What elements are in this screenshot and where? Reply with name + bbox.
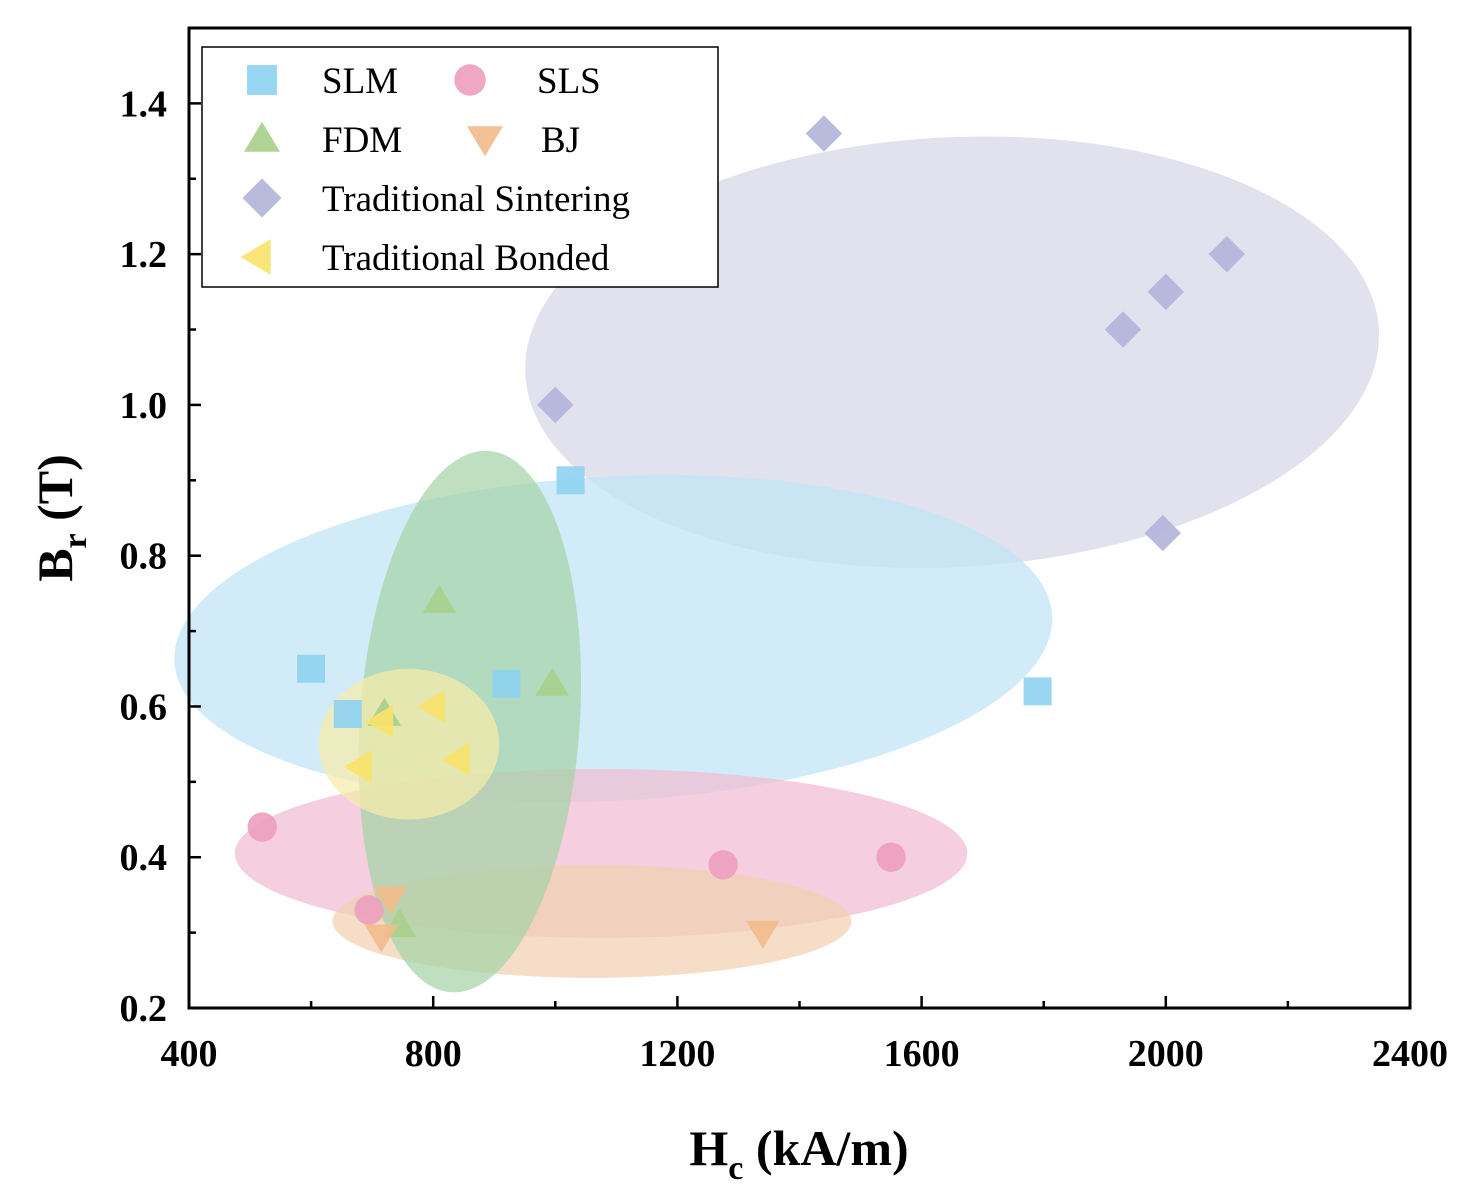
point-slm [556, 466, 585, 495]
x-axis-label: Hc (kA/m) [689, 1120, 908, 1187]
y-axis-label: Br (T) [27, 454, 94, 582]
legend: SLM SLS FDM BJ Traditional Sintering Traditio… [201, 46, 719, 288]
plot-frame [187, 26, 1412, 1010]
point-slm [1023, 677, 1052, 706]
legend-entries: SLM SLS FDM BJ Traditional Sintering Traditio… [240, 61, 630, 279]
region-traditional-bonded [318, 668, 500, 820]
point-bj [373, 886, 408, 915]
y-axis-label-sub: r [57, 533, 94, 548]
point-sls [876, 842, 906, 872]
point-traditional-bonded [441, 742, 470, 777]
point-traditional-sintering [1144, 514, 1181, 552]
legend-label-bj: BJ [541, 120, 580, 161]
legend-label-fdm: FDM [322, 120, 402, 161]
x-tick-label: 400 [161, 1033, 218, 1075]
point-fdm [422, 584, 457, 613]
y-axis-label-rest: (T) [27, 454, 83, 533]
legend-label-traditional-bonded: Traditional Bonded [322, 238, 610, 279]
y-tick-label: 0.8 [120, 536, 168, 578]
cluster-regions [174, 136, 1380, 993]
y-axis-ticks: 0.2 0.4 0.6 0.8 1.0 1.2 1.4 [120, 83, 201, 1030]
x-axis-label-rest: (kA/m) [743, 1120, 908, 1176]
x-tick-label: 2000 [1128, 1033, 1204, 1075]
x-tick-label: 2400 [1372, 1033, 1448, 1075]
point-traditional-sintering [1208, 235, 1246, 273]
data-points [247, 115, 1246, 953]
y-tick-label: 1.4 [120, 83, 168, 125]
y-tick-label: 1.2 [120, 234, 168, 276]
point-sls [354, 895, 384, 925]
x-tick-label: 1200 [639, 1033, 715, 1075]
point-sls [247, 812, 277, 842]
point-bj [364, 924, 399, 953]
point-traditional-sintering [1104, 311, 1142, 348]
point-traditional-sintering [537, 386, 574, 424]
x-tick-label: 800 [405, 1033, 462, 1075]
legend-marker-bj [467, 126, 503, 157]
point-traditional-bonded [417, 689, 446, 724]
legend-marker-sls [454, 64, 486, 96]
point-fdm [535, 667, 570, 696]
point-traditional-bonded [343, 749, 372, 784]
x-axis-ticks: 400 800 1200 1600 2000 2400 [161, 996, 1448, 1075]
region-traditional-sintering [525, 136, 1380, 568]
point-traditional-sintering [805, 115, 843, 152]
x-axis-label-sub: c [728, 1150, 743, 1187]
point-sls [708, 850, 738, 880]
y-tick-label: 0.6 [120, 686, 168, 728]
y-tick-label: 1.0 [120, 385, 168, 427]
y-tick-label: 0.4 [120, 837, 168, 879]
point-traditional-bonded [365, 704, 394, 739]
legend-marker-traditional-bonded [240, 239, 271, 275]
legend-label-sls: SLS [537, 61, 601, 102]
legend-marker-slm [247, 65, 277, 95]
legend-marker-traditional-sintering [242, 178, 282, 218]
y-axis-label-main: B [27, 548, 83, 581]
point-bj [746, 920, 780, 949]
legend-marker-fdm [244, 121, 280, 152]
x-tick-label: 1600 [884, 1033, 960, 1075]
legend-label-slm: SLM [322, 61, 398, 102]
point-slm [333, 700, 362, 728]
x-axis-label-main: H [689, 1120, 728, 1176]
point-traditional-sintering [1147, 273, 1184, 311]
legend-label-traditional-sintering: Traditional Sintering [322, 179, 630, 220]
point-slm [492, 669, 521, 698]
point-slm [297, 654, 326, 683]
y-tick-label: 0.2 [120, 988, 168, 1030]
